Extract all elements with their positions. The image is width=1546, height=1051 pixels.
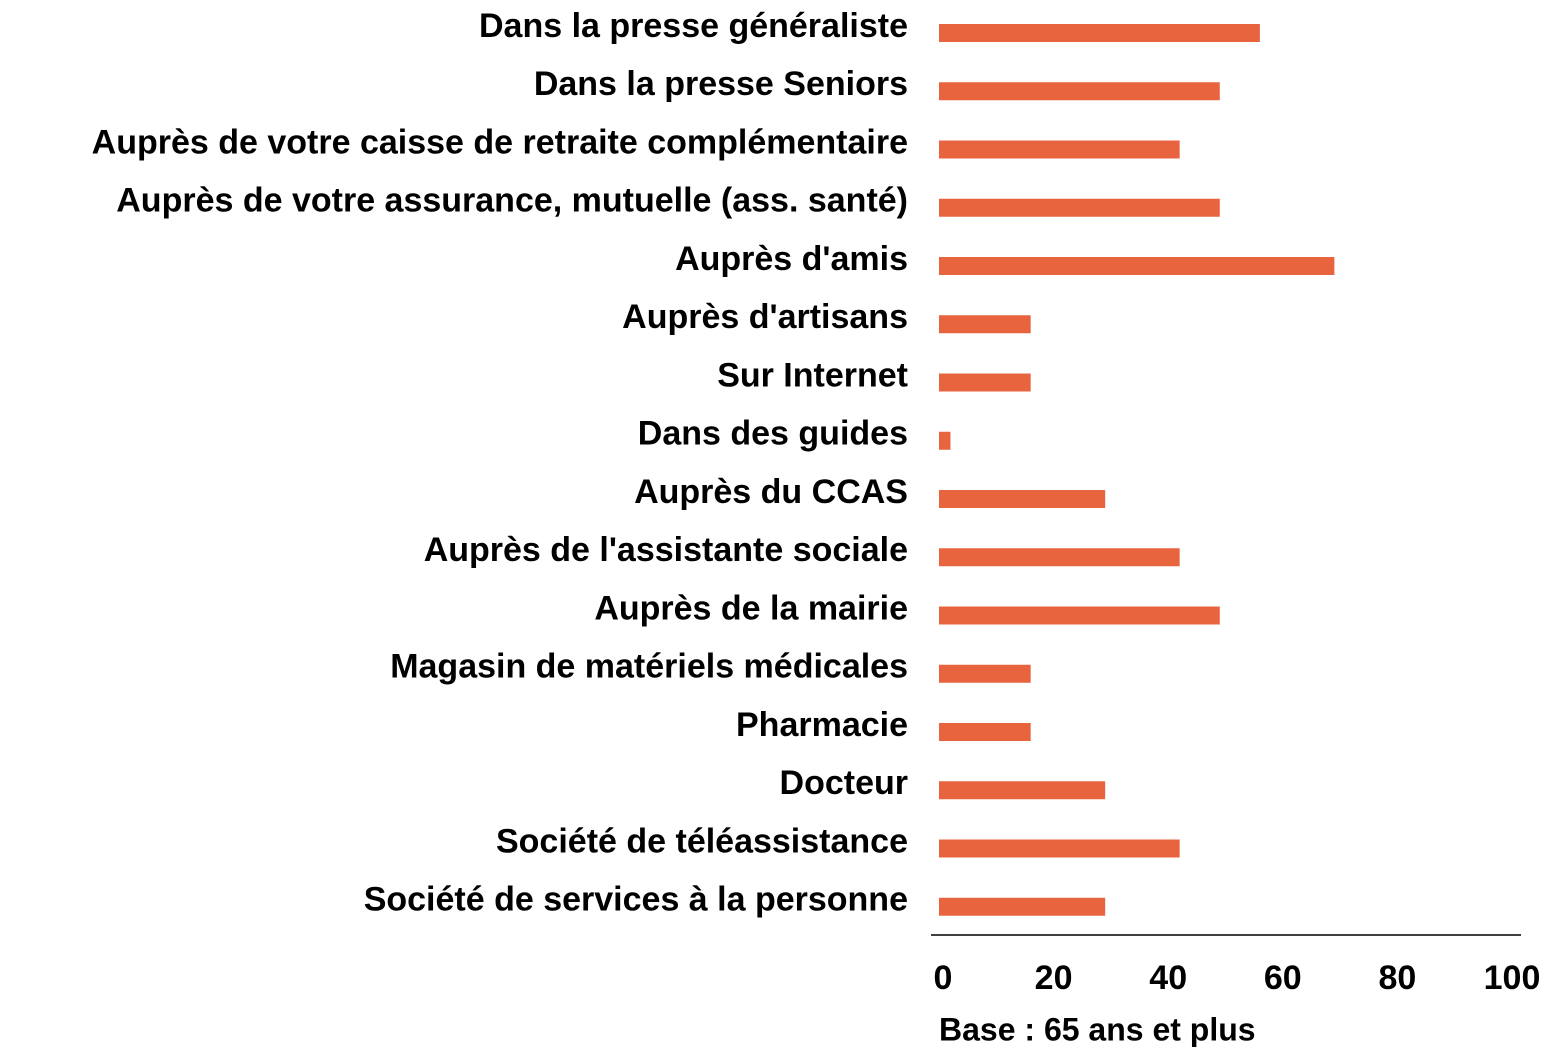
category-label: Auprès de votre caisse de retraite compl…: [92, 123, 908, 161]
bar: [939, 839, 1180, 858]
x-tick-label: 20: [1035, 959, 1073, 997]
category-label: Auprès de l'assistante sociale: [424, 531, 908, 569]
category-label: Auprès du CCAS: [634, 473, 908, 511]
bar: [939, 82, 1220, 101]
bar: [939, 431, 951, 450]
category-label: Auprès d'artisans: [622, 298, 908, 336]
category-label: Sur Internet: [717, 356, 908, 394]
category-label: Docteur: [780, 764, 908, 802]
bar: [939, 373, 1031, 392]
x-tick-label: 100: [1484, 959, 1541, 997]
category-label: Magasin de matériels médicales: [390, 648, 908, 686]
x-tick-label: 80: [1378, 959, 1416, 997]
x-tick-label: 0: [934, 959, 953, 997]
category-label: Auprès de votre assurance, mutuelle (ass…: [116, 182, 908, 220]
category-label: Dans des guides: [638, 415, 908, 453]
bar: [939, 606, 1220, 625]
bar: [939, 781, 1106, 800]
bar: [939, 548, 1180, 567]
category-label: Pharmacie: [736, 706, 908, 744]
bar: [939, 490, 1106, 508]
x-tick-label: 40: [1149, 959, 1187, 997]
category-label: Auprès d'amis: [675, 240, 908, 278]
bar: [939, 897, 1106, 916]
bar: [939, 664, 1031, 683]
category-label: Dans la presse généraliste: [479, 7, 908, 45]
bar: [939, 723, 1031, 741]
category-label: Dans la presse Seniors: [534, 65, 908, 103]
bar: [939, 24, 1260, 42]
category-label: Société de services à la personne: [364, 881, 908, 919]
bar: [939, 257, 1335, 275]
category-label: Auprès de la mairie: [594, 589, 908, 627]
bar: [939, 315, 1031, 334]
category-label: Société de téléassistance: [496, 822, 908, 860]
bar: [939, 140, 1180, 159]
x-tick-label: 60: [1264, 959, 1302, 997]
base-note: Base : 65 ans et plus: [939, 1011, 1256, 1047]
bar: [939, 198, 1220, 217]
